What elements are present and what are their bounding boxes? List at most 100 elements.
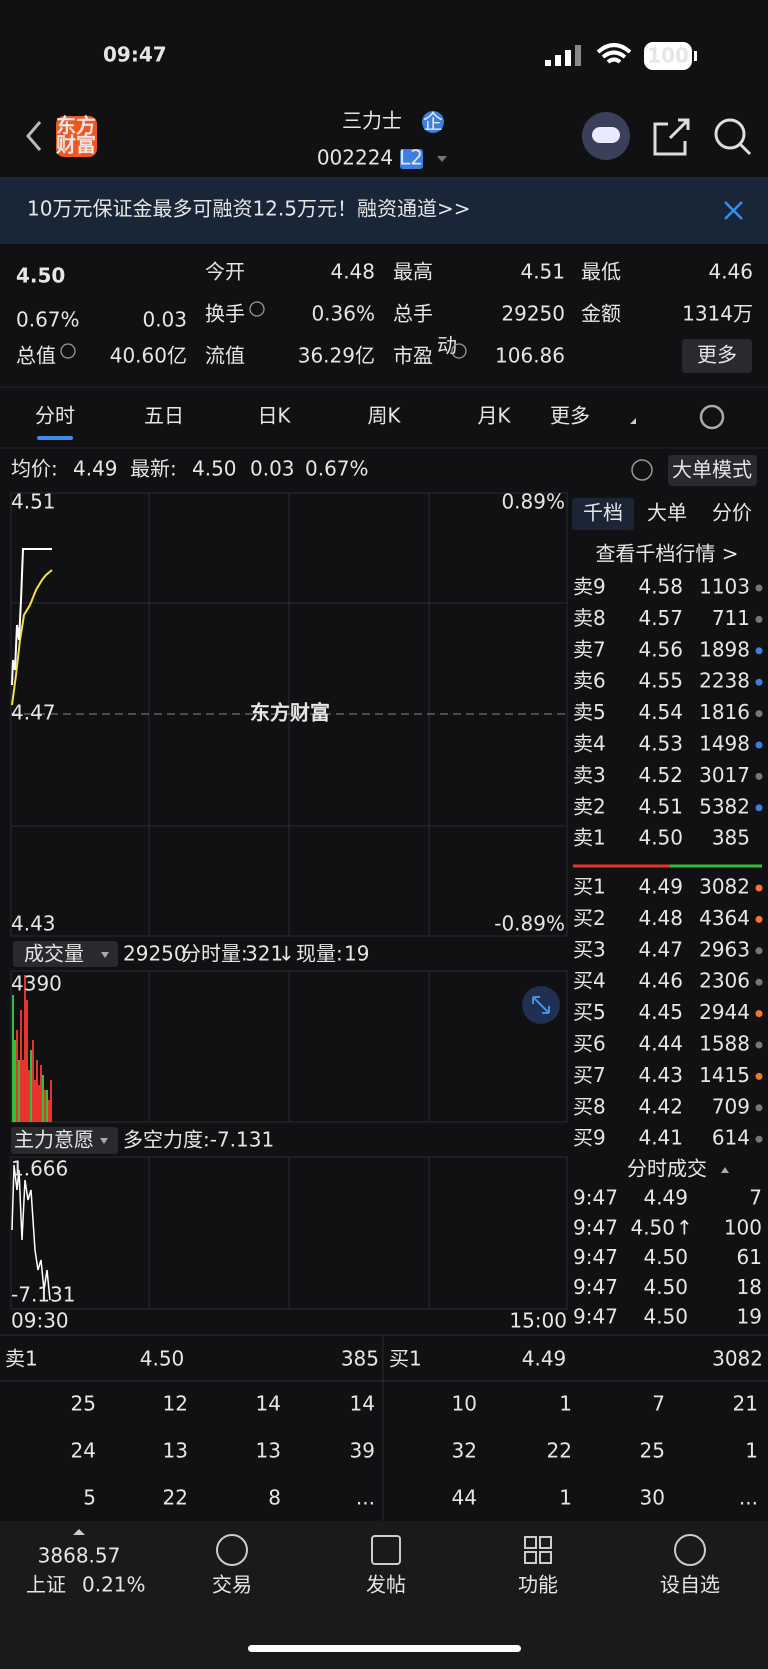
watchlist-icon[interactable] [674, 1534, 706, 1566]
volume-max: 4390 [11, 972, 62, 996]
level-price: 4.48 [638, 906, 683, 930]
nav-item[interactable]: 交易 [212, 1573, 252, 1597]
level-price: 4.41 [638, 1126, 683, 1150]
promo-banner[interactable] [0, 177, 768, 244]
queue-item: ... [739, 1486, 758, 1510]
pct-label: -0.89% [494, 912, 565, 936]
level-label: 买1 [573, 875, 606, 899]
orderbook-tab[interactable]: 分价 [712, 501, 752, 525]
stat-label: 市盈 [393, 344, 433, 368]
index-name: 上证 [26, 1573, 66, 1597]
queue-item: 30 [640, 1486, 665, 1510]
stock-name: 三力士 [342, 109, 402, 133]
queue-item: 39 [350, 1439, 375, 1463]
tab[interactable]: 周K [367, 404, 401, 428]
battery-tip [694, 51, 697, 61]
tab[interactable]: 五日 [144, 404, 184, 428]
back-button[interactable] [26, 121, 42, 151]
queue-item: 14 [256, 1392, 281, 1416]
volume-grid [10, 970, 568, 1123]
minute-arrow: ↓ [278, 942, 295, 966]
trade-time: 9:47 [573, 1245, 618, 1269]
queue-item: 1 [559, 1392, 572, 1416]
level-volume: 3017 [699, 763, 750, 787]
orderbook-tab[interactable]: 大单 [647, 501, 687, 525]
info-icon[interactable] [249, 301, 265, 317]
dropdown-arrow[interactable] [437, 156, 447, 162]
nav-item[interactable]: 功能 [518, 1573, 558, 1597]
orderbook-tab-active[interactable] [572, 498, 634, 530]
level-dot [755, 947, 763, 955]
queue-item: 14 [350, 1392, 375, 1416]
signal-icon [545, 45, 581, 66]
tab[interactable]: 分时 [35, 404, 75, 428]
banner-close[interactable] [724, 201, 743, 220]
level-price: 4.54 [638, 700, 683, 724]
pct-label: 0.89% [501, 490, 565, 514]
info-icon[interactable] [451, 343, 467, 359]
trade-icon[interactable] [216, 1534, 248, 1566]
badge-circle [422, 111, 444, 133]
queue-label: 买1 [389, 1347, 422, 1371]
queue-item: 10 [452, 1392, 477, 1416]
latest-change: 0.03 [250, 457, 295, 481]
level-dot [755, 1072, 763, 1080]
info-icon[interactable] [60, 343, 76, 359]
now-volume: 19 [344, 942, 369, 966]
orderbook-link[interactable]: 查看千档行情 > [595, 542, 738, 566]
level-volume: 1415 [699, 1063, 750, 1087]
trade-time: 9:47 [573, 1186, 618, 1210]
tab[interactable]: 更多 [550, 404, 590, 428]
queue-item: 8 [268, 1486, 281, 1510]
queue-item: ... [356, 1486, 375, 1510]
stat-value: 1314万 [682, 302, 753, 326]
watermark: 东方财富 [250, 701, 330, 725]
intent-dropdown[interactable] [11, 1127, 118, 1154]
now-volume-label: 现量: [296, 942, 343, 966]
post-icon[interactable] [371, 1535, 401, 1565]
level-dot [755, 1010, 763, 1018]
mode-button[interactable]: 大单模式 [672, 458, 752, 482]
level-label: 买3 [573, 937, 606, 961]
queue-item: 1 [559, 1486, 572, 1510]
level-price: 4.51 [638, 794, 683, 818]
trade-time: 9:47 [573, 1305, 618, 1329]
trade-price: 4.50 [630, 1215, 675, 1239]
help-icon[interactable] [631, 459, 653, 481]
tab[interactable]: 日K [257, 404, 291, 428]
volume-dropdown[interactable] [13, 941, 118, 967]
status-time: 09:47 [103, 43, 167, 67]
banner-text[interactable]: 10万元保证金最多可融资12.5万元！融资通道>> [27, 197, 471, 221]
latest-label: 最新: [130, 457, 177, 481]
level-label: 卖5 [573, 700, 606, 724]
stat-value: 40.60亿 [110, 344, 187, 368]
level-volume: 1103 [699, 575, 750, 599]
stat-value: 4.51 [520, 260, 565, 284]
level-dot [755, 1135, 763, 1143]
orderbook-tab[interactable]: 千档 [583, 501, 623, 525]
more-button[interactable]: 更多 [697, 343, 737, 367]
search-icon[interactable] [714, 118, 746, 150]
assistant-face [592, 127, 620, 143]
tab[interactable]: 月K [477, 404, 511, 428]
nav-item[interactable]: 设自选 [660, 1573, 720, 1597]
queue-volume: 3082 [712, 1347, 763, 1371]
dropdown-arrow [100, 1138, 108, 1144]
level-label: 卖1 [573, 826, 606, 850]
mode-button-bg[interactable] [668, 455, 757, 486]
function-icon[interactable] [524, 1536, 552, 1564]
stat-value: 4.48 [330, 260, 375, 284]
trade-price: 4.50 [643, 1305, 688, 1329]
intent-line [11, 1164, 51, 1301]
intent-label[interactable]: 主力意愿 [14, 1128, 94, 1152]
share-icon[interactable] [653, 118, 690, 156]
level-dot [755, 804, 763, 812]
index-arrow [73, 1529, 85, 1535]
level-label: 买2 [573, 906, 606, 930]
level-price: 4.52 [638, 763, 683, 787]
level-label: 卖8 [573, 606, 606, 630]
nav-item[interactable]: 发帖 [366, 1573, 406, 1597]
settings-icon[interactable] [699, 404, 725, 430]
more-button-bg[interactable] [682, 339, 752, 373]
volume-label[interactable]: 成交量 [24, 942, 84, 966]
